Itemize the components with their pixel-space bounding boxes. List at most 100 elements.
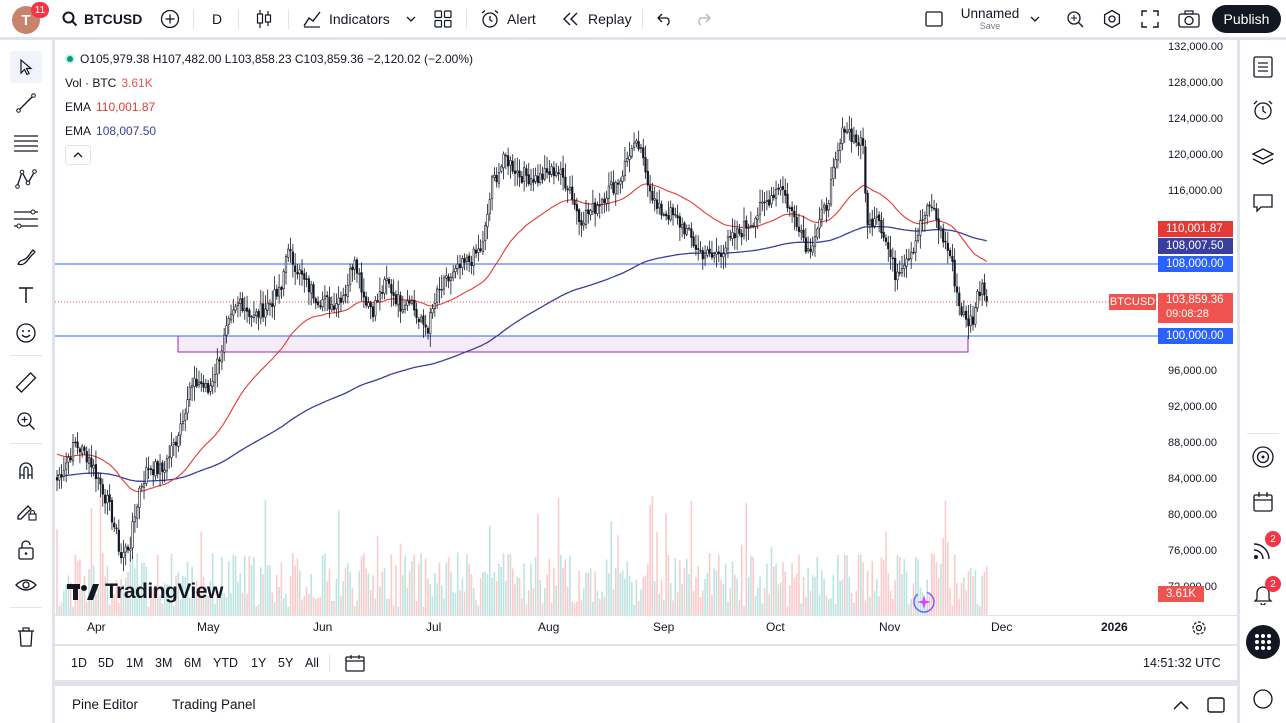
alarm-clock-icon — [1253, 100, 1273, 120]
ema-long-legend[interactable]: EMA 108,007.50 — [65, 124, 156, 138]
candle — [861, 127, 865, 155]
volume-bar — [525, 604, 528, 615]
indicators-dropdown[interactable] — [405, 0, 417, 38]
volume-bar — [963, 577, 965, 615]
support-zone[interactable] — [177, 335, 969, 353]
ema-short-legend[interactable]: EMA 110,001.87 — [65, 100, 155, 114]
volume-bar — [227, 561, 230, 615]
volume-bar — [898, 556, 901, 615]
fib-tool-button[interactable] — [10, 203, 42, 235]
replay-button[interactable]: Replay — [561, 0, 632, 38]
volume-bar — [738, 599, 741, 615]
candle — [628, 141, 631, 173]
date-range-bar: 1D 5D 1M 3M 6M YTD 1Y 5Y All 14:51:32 UT… — [55, 646, 1237, 680]
pine-editor-tab[interactable]: Pine Editor — [72, 697, 139, 712]
chart-pane[interactable]: O105,979.38 H107,482.00 L103,858.23 C103… — [55, 40, 1237, 644]
candle — [690, 222, 693, 248]
hotlists-button[interactable] — [1247, 441, 1279, 473]
ema-short-line[interactable] — [56, 183, 988, 493]
candle — [197, 370, 201, 388]
lock-drawings-button[interactable] — [10, 534, 42, 566]
expand-panel-button[interactable] — [1172, 686, 1190, 723]
quick-search-button[interactable] — [1065, 0, 1085, 38]
chart-type-button[interactable] — [255, 0, 273, 38]
interval-button[interactable]: D — [212, 0, 222, 38]
magnet-button[interactable] — [10, 455, 42, 487]
publish-button[interactable]: Publish — [1212, 5, 1281, 33]
volume-bar — [500, 566, 503, 615]
horizontal-lines-tool-button[interactable] — [10, 127, 42, 159]
timezone-clock[interactable]: 14:51:32 UTC — [1143, 656, 1221, 670]
hide-drawings-button[interactable] — [10, 569, 42, 601]
snapshot-button[interactable] — [1178, 0, 1200, 38]
layout-dropdown[interactable] — [1029, 0, 1041, 38]
candle — [829, 167, 833, 208]
candle — [422, 309, 425, 338]
candle — [868, 212, 872, 234]
range-all-button[interactable]: All — [305, 656, 319, 670]
fullscreen-button[interactable] — [1141, 0, 1159, 38]
candle — [474, 244, 478, 258]
volume-bar — [695, 577, 697, 615]
lock-icon — [18, 540, 34, 560]
layout-toggle-button[interactable] — [925, 0, 943, 38]
candle — [655, 191, 659, 215]
text-tool-button[interactable] — [10, 279, 42, 311]
range-5d-button[interactable]: 5D — [98, 656, 114, 670]
candle — [161, 459, 164, 484]
candle — [811, 236, 814, 256]
symbol-search-button[interactable]: BTCUSD — [62, 0, 142, 38]
templates-button[interactable] — [434, 0, 452, 38]
maximize-panel-button[interactable] — [1207, 686, 1225, 723]
help-button[interactable] — [1247, 683, 1279, 715]
range-5y-button[interactable]: 5Y — [278, 656, 294, 670]
remove-drawings-button[interactable] — [10, 621, 42, 653]
emoji-tool-button[interactable] — [10, 317, 42, 349]
apps-button[interactable] — [1246, 625, 1280, 659]
candle — [953, 248, 956, 293]
ai-assistant-button[interactable] — [911, 589, 937, 615]
range-1d-button[interactable]: 1D — [71, 656, 87, 670]
indicators-button[interactable]: Indicators — [302, 0, 390, 38]
object-tree-button[interactable] — [1247, 141, 1279, 173]
signals-button[interactable] — [1247, 534, 1279, 566]
volume-bar — [853, 602, 855, 615]
trend-line-tool-button[interactable] — [10, 87, 42, 119]
volume-bar — [374, 598, 377, 615]
brush-tool-button[interactable] — [10, 241, 42, 273]
alert-button[interactable]: Alert — [480, 0, 536, 38]
ema-long-line[interactable] — [57, 225, 987, 482]
layout-name-button[interactable]: Unnamed Save — [955, 6, 1025, 32]
watchlist-button[interactable] — [1247, 51, 1279, 83]
candle — [172, 438, 175, 456]
pattern-tool-button[interactable] — [10, 163, 42, 195]
goto-date-button[interactable] — [345, 646, 365, 680]
volume-legend[interactable]: Vol · BTC 3.61K — [65, 76, 153, 90]
calendar-button[interactable] — [1247, 486, 1279, 518]
alerts-panel-button[interactable] — [1247, 94, 1279, 126]
range-1m-button[interactable]: 1M — [126, 656, 144, 670]
collapse-legend-button[interactable] — [65, 145, 91, 165]
price-chart[interactable] — [55, 40, 1237, 644]
range-6m-button[interactable]: 6M — [184, 656, 202, 670]
settings-button[interactable] — [1102, 0, 1122, 38]
chart-settings-button[interactable] — [1191, 620, 1207, 636]
compare-symbol-button[interactable] — [160, 0, 180, 38]
candle — [408, 295, 411, 306]
candle — [262, 291, 265, 322]
volume-bar — [454, 592, 457, 615]
range-3m-button[interactable]: 3M — [155, 656, 173, 670]
range-1y-button[interactable]: 1Y — [251, 656, 267, 670]
measure-tool-button[interactable] — [10, 367, 42, 399]
stay-in-drawing-button[interactable] — [10, 495, 42, 527]
redo-button[interactable] — [695, 0, 711, 38]
volume-bar — [292, 553, 294, 615]
undo-button[interactable] — [657, 0, 673, 38]
trading-panel-tab[interactable]: Trading Panel — [172, 697, 256, 712]
candle — [83, 445, 86, 456]
cursor-tool-button[interactable] — [10, 51, 42, 83]
range-ytd-button[interactable]: YTD — [213, 656, 238, 670]
chat-button[interactable] — [1247, 187, 1279, 219]
candle — [539, 163, 542, 186]
zoom-tool-button[interactable] — [10, 405, 42, 437]
